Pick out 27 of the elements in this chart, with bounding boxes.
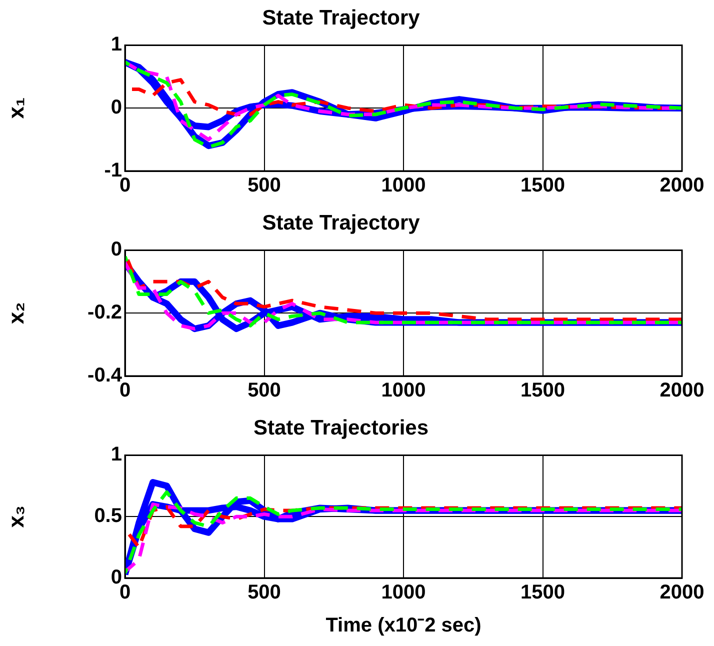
x-tick-label: 1500: [520, 582, 565, 604]
x-tick-label: 500: [248, 582, 281, 604]
x-axis-title: Time (x10⁻2 sec): [326, 614, 482, 637]
x-tick-label: 1000: [381, 582, 426, 604]
chart-title: State Trajectories: [253, 416, 429, 440]
chart-title: State Trajectory: [262, 6, 420, 30]
x-tick-label: 2000: [660, 582, 704, 604]
y-tick-label: 1: [110, 34, 122, 56]
y-axis-title: x₁: [3, 97, 28, 119]
chart-title: State Trajectory: [262, 211, 420, 234]
x-tick-label: 2000: [660, 380, 704, 402]
y-axis-title: x₃: [3, 505, 28, 528]
y-axis-title: x₂: [3, 302, 28, 324]
y-tick-label: 0: [110, 566, 122, 589]
y-tick-label: 0.5: [94, 505, 122, 528]
x-tick-label: 2000: [660, 174, 704, 197]
x-tick-label: 1000: [381, 174, 426, 197]
y-tick-label: 1: [110, 444, 122, 466]
x-tick-label: 500: [248, 380, 281, 402]
y-tick-label: 0: [110, 96, 122, 119]
y-tick-label: -0.2: [88, 302, 122, 324]
x-tick-label: 1500: [520, 174, 565, 197]
y-tick-label: 0: [110, 238, 122, 261]
x-tick-label: 1500: [520, 380, 565, 402]
x-tick-label: 1000: [381, 380, 426, 402]
y-tick-label: -1: [104, 160, 122, 182]
x-tick-label: 500: [248, 174, 281, 197]
